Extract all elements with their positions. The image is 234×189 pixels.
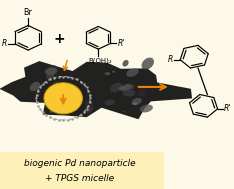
Ellipse shape (139, 88, 146, 97)
Ellipse shape (130, 85, 134, 89)
Circle shape (44, 83, 82, 114)
Text: R: R (168, 55, 173, 64)
Ellipse shape (30, 82, 40, 91)
FancyBboxPatch shape (0, 152, 164, 189)
Ellipse shape (49, 86, 58, 92)
Ellipse shape (126, 68, 139, 77)
Ellipse shape (84, 100, 93, 110)
Polygon shape (0, 61, 192, 119)
Ellipse shape (58, 89, 67, 94)
Ellipse shape (104, 100, 115, 105)
Ellipse shape (112, 71, 115, 73)
Text: R': R' (224, 104, 231, 113)
Text: Br: Br (24, 8, 33, 17)
Ellipse shape (122, 89, 135, 96)
Text: R: R (1, 40, 7, 48)
Ellipse shape (142, 58, 154, 70)
Text: B(OH)₂: B(OH)₂ (89, 57, 113, 64)
Text: + TPGS micelle: + TPGS micelle (45, 174, 114, 183)
Ellipse shape (105, 72, 110, 75)
Ellipse shape (122, 60, 129, 67)
Ellipse shape (46, 71, 55, 79)
Ellipse shape (53, 82, 59, 87)
Ellipse shape (49, 111, 53, 113)
Ellipse shape (45, 67, 57, 75)
Text: +: + (54, 32, 66, 46)
Ellipse shape (140, 105, 153, 112)
Text: R': R' (117, 39, 125, 48)
Text: biogenic Pd nanoparticle: biogenic Pd nanoparticle (24, 159, 135, 168)
Ellipse shape (60, 103, 67, 107)
Ellipse shape (55, 86, 69, 98)
Ellipse shape (132, 98, 142, 105)
Ellipse shape (48, 65, 57, 70)
Ellipse shape (84, 106, 93, 112)
Ellipse shape (110, 83, 122, 92)
Ellipse shape (119, 86, 125, 91)
Ellipse shape (122, 111, 125, 112)
Ellipse shape (132, 102, 137, 105)
Ellipse shape (122, 84, 132, 91)
